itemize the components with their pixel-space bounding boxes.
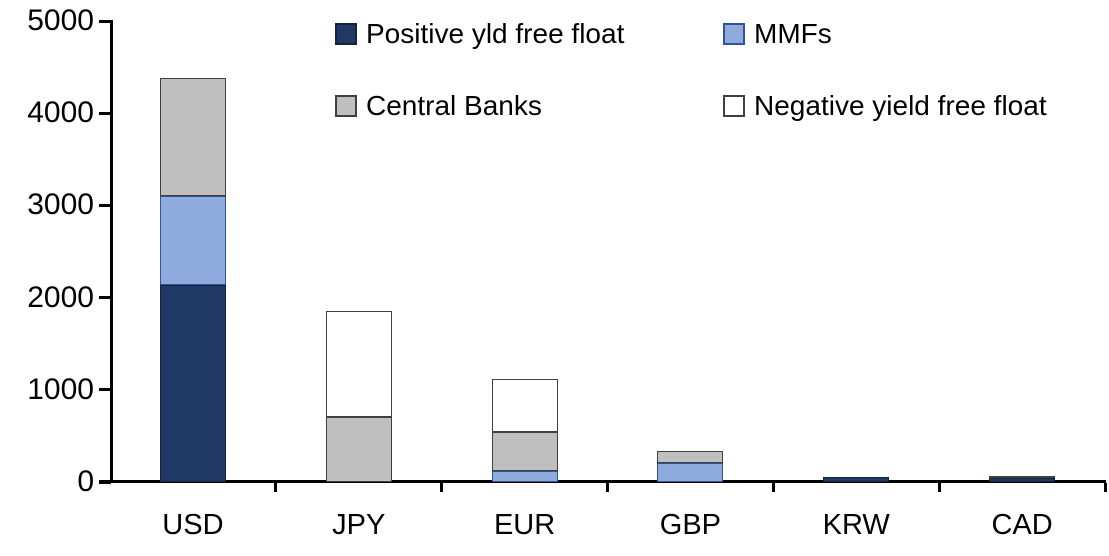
bar-segment-mmfs-eur xyxy=(491,470,558,482)
y-tick-mark xyxy=(99,481,111,484)
bar-segment-central-banks-eur xyxy=(491,431,558,471)
y-axis-line xyxy=(110,20,113,483)
y-tick-label: 4000 xyxy=(27,96,94,129)
legend-swatch-positive-yld-free-float xyxy=(335,23,357,45)
x-category-label-cad: CAD xyxy=(991,509,1053,541)
legend-item-central-banks: Central Banks xyxy=(335,91,542,121)
bar-segment-negative-yield-free-float-eur xyxy=(491,378,558,432)
bar-segment-negative-yield-free-float-jpy xyxy=(325,311,392,418)
x-tick-mark xyxy=(606,483,609,492)
y-tick-label: 3000 xyxy=(27,188,94,221)
bar-segment-central-banks-gbp xyxy=(657,451,724,463)
y-tick-label: 0 xyxy=(77,465,94,498)
bar-segment-central-banks-usd xyxy=(159,78,226,197)
x-tick-mark xyxy=(938,483,941,492)
legend-label: Negative yield free float xyxy=(754,90,1047,121)
x-category-label-eur: EUR xyxy=(493,509,556,541)
legend-swatch-mmfs xyxy=(723,23,745,45)
y-tick-label: 1000 xyxy=(27,373,94,406)
legend-label: Central Banks xyxy=(366,90,542,121)
bar-segment-central-banks-jpy xyxy=(325,417,392,482)
bar-segment-positive-yld-free-float-usd xyxy=(159,284,226,482)
legend-label: MMFs xyxy=(754,18,832,49)
legend-item-positive-yld-free-float: Positive yld free float xyxy=(335,19,624,49)
x-tick-mark xyxy=(772,483,775,492)
bar-segment-mmfs-usd xyxy=(159,196,226,285)
legend-item-negative-yield-free-float: Negative yield free float xyxy=(723,91,1047,121)
legend-swatch-negative-yield-free-float xyxy=(723,95,745,117)
x-tick-mark xyxy=(274,483,277,492)
x-axis-line xyxy=(99,480,1106,483)
x-category-label-krw: KRW xyxy=(822,509,890,541)
x-tick-mark xyxy=(440,483,443,492)
legend-item-mmfs: MMFs xyxy=(723,19,832,49)
x-category-label-jpy: JPY xyxy=(332,509,386,541)
legend-swatch-central-banks xyxy=(335,95,357,117)
y-tick-mark xyxy=(99,112,111,115)
plot-area xyxy=(110,21,1105,482)
y-tick-label: 2000 xyxy=(27,281,94,314)
x-category-label-usd: USD xyxy=(162,509,224,541)
legend-label: Positive yld free float xyxy=(366,18,625,49)
y-tick-mark xyxy=(99,204,111,207)
x-tick-mark xyxy=(1104,483,1107,492)
y-tick-label: 5000 xyxy=(27,4,94,37)
bar-segment-central-banks-cad xyxy=(989,476,1056,479)
x-category-label-gbp: GBP xyxy=(659,509,722,541)
y-tick-mark xyxy=(99,388,111,391)
y-tick-mark xyxy=(99,296,111,299)
bar-segment-positive-yld-free-float-cad xyxy=(989,478,1056,482)
y-tick-mark xyxy=(99,20,111,23)
bar-segment-mmfs-gbp xyxy=(657,462,724,482)
bar-segment-positive-yld-free-float-krw xyxy=(823,477,890,482)
